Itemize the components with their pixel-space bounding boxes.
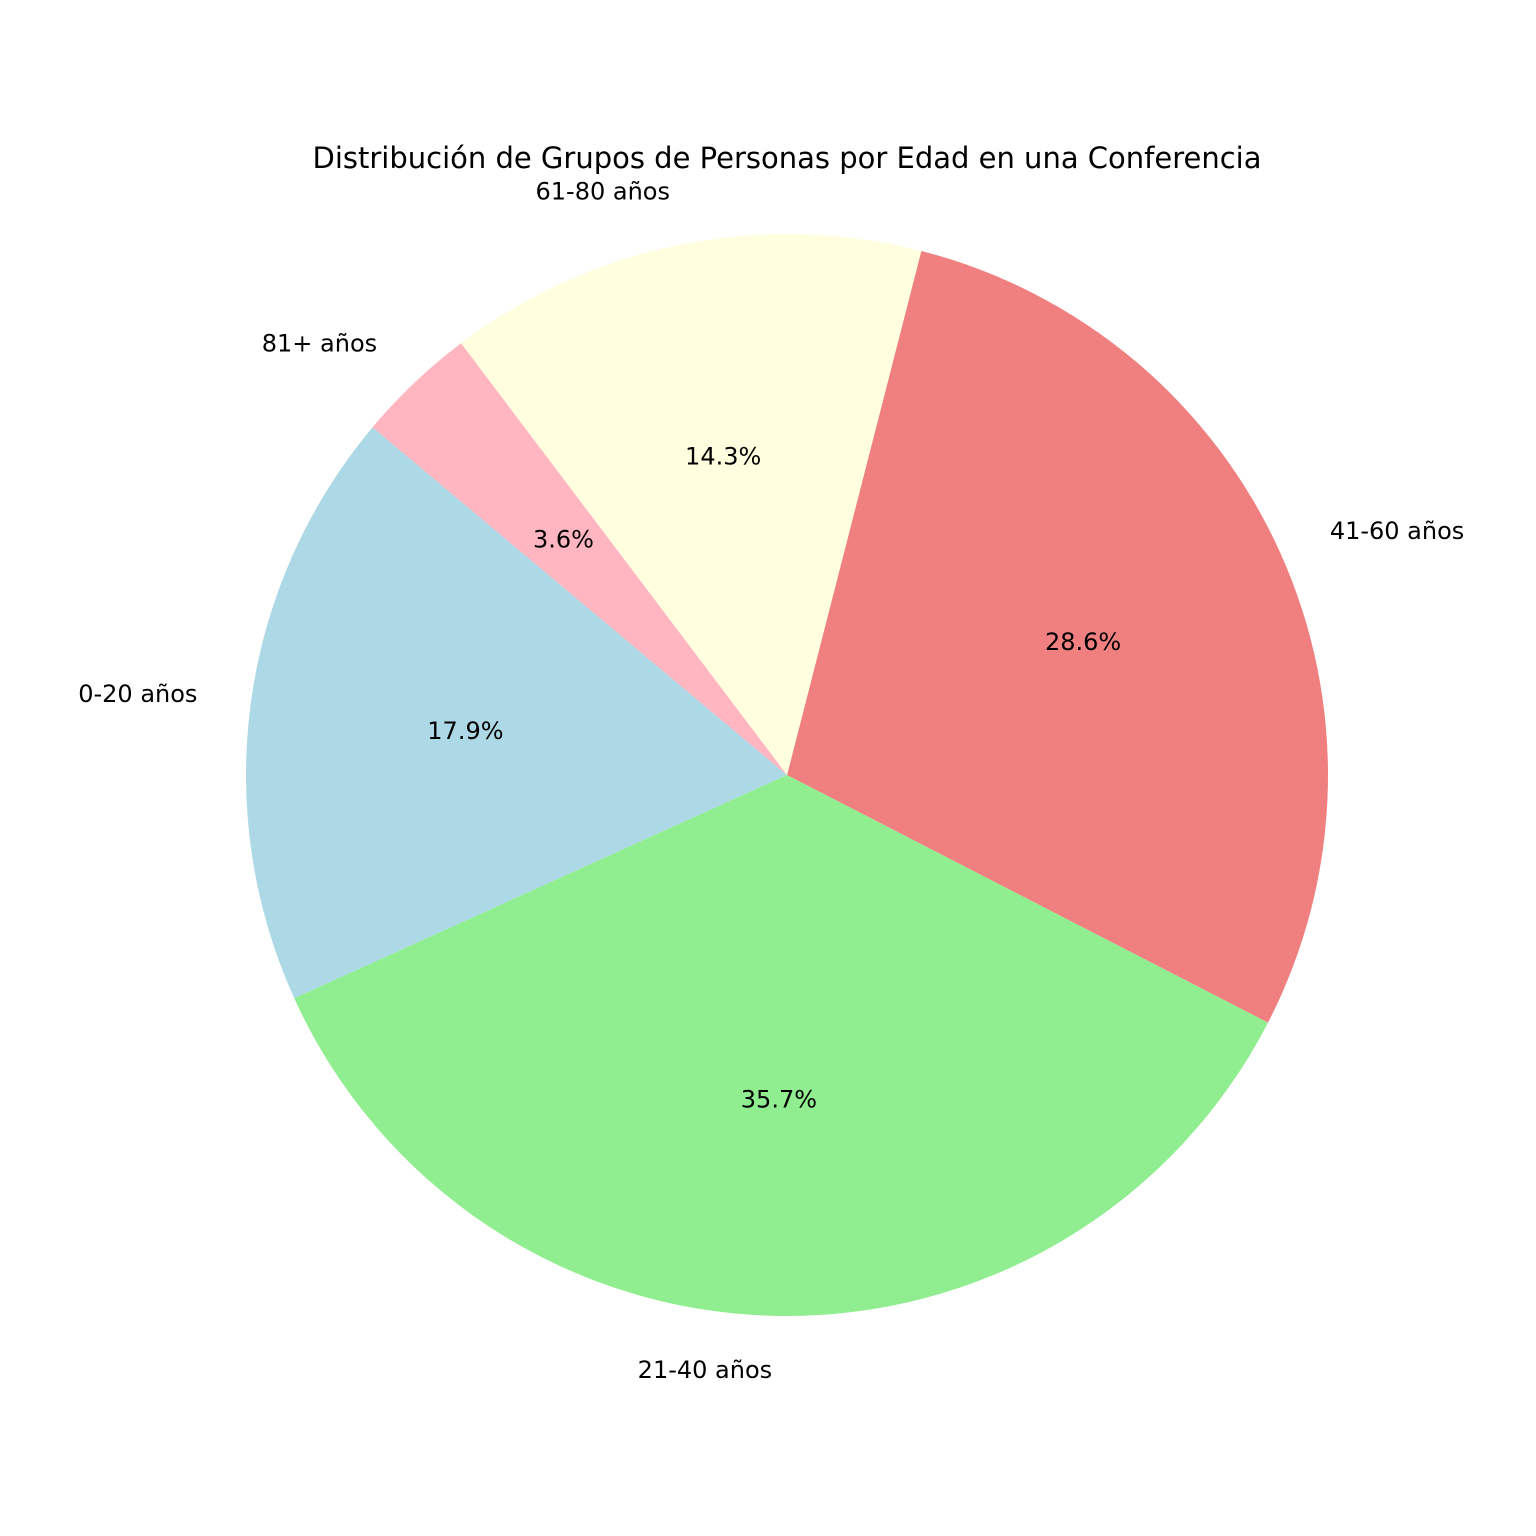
- percent-label-1: 35.7%: [741, 1085, 817, 1113]
- slice-label-1: 21-40 años: [638, 1356, 772, 1384]
- percent-label-2: 28.6%: [1045, 628, 1121, 656]
- pie-slice-0: [245, 427, 787, 999]
- pie-slices: [245, 234, 1328, 1316]
- slice-label-2: 41-60 años: [1330, 517, 1464, 545]
- chart-title: Distribución de Grupos de Personas por E…: [312, 141, 1261, 175]
- slice-label-3: 61-80 años: [536, 178, 670, 206]
- pie-labels: 0-20 años 17.9% 21-40 años 35.7% 41-60 años 2…: [78, 178, 1464, 1384]
- pie-slice-2: [787, 250, 1328, 1023]
- pie-slice-4: [372, 343, 787, 775]
- slice-label-0: 0-20 años: [78, 680, 197, 708]
- percent-label-4: 3.6%: [533, 526, 594, 554]
- percent-label-0: 17.9%: [427, 717, 503, 745]
- pie-slice-3: [461, 234, 922, 776]
- pie-slice-1: [294, 775, 1269, 1316]
- slice-label-4: 81+ años: [262, 330, 377, 358]
- percent-label-3: 14.3%: [685, 443, 761, 471]
